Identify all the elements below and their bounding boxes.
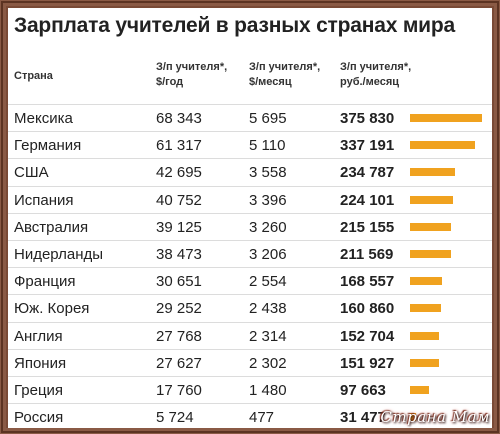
salary-bar xyxy=(410,141,475,150)
header-country: Страна xyxy=(14,70,53,82)
cell-salary-year: 42 695 xyxy=(156,164,202,182)
cell-salary-year: 40 752 xyxy=(156,191,202,209)
table-row: Испания 40 752 3 396 224 101 xyxy=(8,185,492,214)
header-salary-year: З/п учителя*, $/год xyxy=(156,60,227,90)
cell-salary-rub: 224 101 xyxy=(340,191,395,209)
table-row: Юж. Корея 29 252 2 438 160 860 xyxy=(8,294,492,322)
salary-bar xyxy=(410,168,455,177)
cell-salary-month: 2 302 xyxy=(249,354,287,372)
table-row: Австралия 39 125 3 260 215 155 xyxy=(8,212,492,241)
table-row: Мексика 68 343 5 695 375 830 xyxy=(8,104,492,132)
header-salary-rub: З/п учителя*, руб./месяц xyxy=(340,60,411,90)
salary-bar xyxy=(410,195,453,204)
cell-salary-rub: 152 704 xyxy=(340,327,395,345)
cell-country: Нидерланды xyxy=(14,246,104,263)
table-row: Франция 30 651 2 554 168 557 xyxy=(8,267,492,295)
cell-salary-year: 39 125 xyxy=(156,218,202,236)
cell-country: Россия xyxy=(14,409,64,427)
table-row: Россия 5 724 477 31 477 xyxy=(8,403,492,428)
cell-country: Германия xyxy=(14,137,82,155)
cell-country: Греция xyxy=(14,382,64,399)
table-row: Германия 61 317 5 110 337 191 xyxy=(8,131,492,159)
salary-bar xyxy=(410,304,441,313)
cell-country: Испания xyxy=(14,191,74,209)
cell-salary-year: 61 317 xyxy=(156,137,202,155)
salary-bar xyxy=(410,250,451,258)
cell-salary-rub: 151 927 xyxy=(340,354,395,372)
cell-salary-rub: 97 663 xyxy=(340,382,386,399)
header-salary-rub-line1: З/п учителя*, xyxy=(340,61,412,73)
cell-country: Япония xyxy=(14,354,67,372)
cell-salary-month: 477 xyxy=(249,409,275,427)
cell-country: США xyxy=(14,164,49,182)
cell-salary-year: 68 343 xyxy=(156,110,202,127)
cell-salary-rub: 31 477 xyxy=(340,409,386,427)
cell-salary-rub: 160 860 xyxy=(340,300,395,318)
salary-bar xyxy=(410,386,429,394)
header-salary-month-line1: З/п учителя*, xyxy=(249,61,321,73)
cell-salary-year: 38 473 xyxy=(156,246,202,263)
salary-bar xyxy=(410,114,482,122)
header-salary-month: З/п учителя*, $/месяц xyxy=(249,60,320,90)
table-row: Япония 27 627 2 302 151 927 xyxy=(8,348,492,377)
cell-salary-rub: 168 557 xyxy=(340,273,395,291)
cell-salary-month: 5 110 xyxy=(249,137,286,155)
cell-salary-month: 3 558 xyxy=(249,164,287,182)
cell-salary-year: 29 252 xyxy=(156,300,202,318)
cell-salary-month: 2 438 xyxy=(249,300,287,318)
table-panel: Зарплата учителей в разных странах мира … xyxy=(8,8,492,428)
salary-bar xyxy=(410,277,443,286)
header-salary-year-line1: З/п учителя*, xyxy=(156,61,228,73)
cell-salary-rub: 337 191 xyxy=(340,137,395,155)
table-row: Нидерланды 38 473 3 206 211 569 xyxy=(8,240,492,268)
chart-title: Зарплата учителей в разных странах мира xyxy=(14,14,455,37)
salary-bar xyxy=(410,222,452,231)
salary-bar xyxy=(410,358,440,367)
table-row: Греция 17 760 1 480 97 663 xyxy=(8,376,492,404)
header-salary-rub-line2: руб./месяц xyxy=(340,76,400,88)
cell-salary-month: 3 260 xyxy=(249,218,287,236)
cell-country: Англия xyxy=(14,327,63,345)
salary-bar xyxy=(410,331,440,340)
cell-salary-month: 3 206 xyxy=(249,246,287,263)
cell-salary-year: 27 627 xyxy=(156,354,202,372)
salary-bar xyxy=(410,413,417,422)
cell-salary-rub: 375 830 xyxy=(340,110,395,127)
cell-salary-month: 3 396 xyxy=(249,191,287,209)
table-row: Англия 27 768 2 314 152 704 xyxy=(8,321,492,350)
header-salary-month-line2: $/месяц xyxy=(249,76,292,88)
table-row: США 42 695 3 558 234 787 xyxy=(8,158,492,186)
cell-salary-year: 30 651 xyxy=(156,273,202,291)
cell-salary-month: 2 554 xyxy=(249,273,287,291)
cell-salary-month: 1 480 xyxy=(249,382,287,399)
cell-salary-rub: 211 569 xyxy=(340,246,394,263)
cell-country: Австралия xyxy=(14,218,89,236)
watermark-logo: Страна Мам xyxy=(380,408,490,426)
cell-salary-rub: 215 155 xyxy=(340,218,395,236)
cell-salary-month: 2 314 xyxy=(249,327,287,345)
cell-salary-year: 5 724 xyxy=(156,409,194,427)
cell-salary-year: 17 760 xyxy=(156,382,202,399)
cell-country: Мексика xyxy=(14,110,73,127)
cell-salary-year: 27 768 xyxy=(156,327,202,345)
cell-country: Франция xyxy=(14,273,76,291)
cell-country: Юж. Корея xyxy=(14,300,90,318)
cell-salary-month: 5 695 xyxy=(249,110,287,127)
cell-salary-rub: 234 787 xyxy=(340,164,395,182)
header-salary-year-line2: $/год xyxy=(156,76,184,88)
